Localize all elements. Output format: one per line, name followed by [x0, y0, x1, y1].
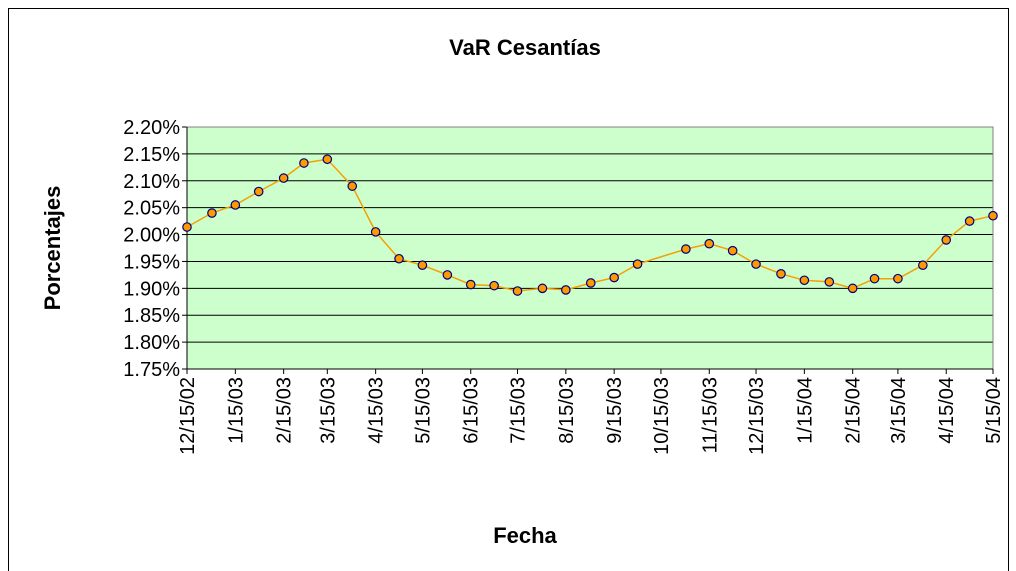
x-tick-label: 8/15/03 — [556, 377, 578, 444]
x-tick-label: 2/15/03 — [274, 377, 296, 444]
x-tick-label: 9/15/03 — [604, 377, 626, 444]
data-point — [751, 259, 761, 269]
data-point — [537, 283, 548, 294]
data-point — [727, 245, 738, 256]
y-tick-label: 2.20% — [123, 117, 180, 139]
x-tick-label: 1/15/03 — [225, 377, 247, 444]
data-point — [278, 173, 289, 183]
x-tick-label: 3/15/03 — [317, 377, 339, 444]
x-tick-label: 5/15/04 — [983, 377, 1005, 444]
series-line — [186, 158, 994, 292]
data-point — [489, 280, 499, 291]
data-point — [512, 286, 523, 296]
data-point — [299, 158, 309, 168]
data-point — [632, 259, 643, 269]
data-point — [918, 260, 928, 271]
x-tick-label: 12/15/02 — [177, 377, 199, 455]
y-axis-label: Porcentajes — [40, 186, 65, 311]
y-tick-label: 2.05% — [123, 198, 180, 220]
x-tick-label: 7/15/03 — [508, 377, 530, 444]
data-point — [609, 272, 619, 283]
y-tick-label: 1.90% — [123, 278, 180, 300]
x-tick-label: 4/15/04 — [936, 377, 958, 444]
data-point — [988, 210, 998, 221]
x-tick-label: 11/15/03 — [699, 377, 721, 453]
y-tick-label: 2.15% — [123, 144, 180, 166]
data-point — [322, 154, 333, 165]
x-tick-label: 2/15/04 — [843, 377, 865, 444]
data-point — [370, 227, 381, 237]
x-axis-label: Fecha — [493, 523, 557, 548]
data-point — [799, 275, 810, 286]
y-tick-label: 1.75% — [123, 359, 180, 381]
x-tick-label: 1/15/04 — [794, 377, 816, 444]
y-tick-label: 2.00% — [123, 225, 180, 247]
x-tick-label: 4/15/03 — [366, 377, 388, 444]
data-point — [941, 235, 952, 245]
y-tick-label: 1.80% — [123, 332, 180, 354]
data-point — [776, 269, 786, 279]
data-point — [561, 285, 571, 295]
y-tick-label: 2.10% — [123, 171, 180, 193]
data-point — [230, 200, 241, 210]
x-tick-label: 10/15/03 — [651, 377, 673, 455]
data-point — [824, 277, 835, 287]
x-tick-label: 3/15/04 — [888, 377, 910, 444]
data-point — [253, 186, 264, 197]
data-point — [869, 273, 880, 284]
data-point — [585, 278, 596, 288]
data-point — [207, 208, 217, 218]
chart-title: VaR Cesantías — [449, 35, 601, 60]
data-point — [417, 260, 428, 271]
y-tick-label: 1.85% — [123, 305, 180, 327]
data-point — [681, 244, 691, 254]
data-point — [893, 273, 903, 284]
data-point — [964, 216, 975, 226]
data-point — [847, 283, 858, 294]
data-point — [465, 279, 476, 290]
y-tick-label: 1.95% — [123, 251, 180, 273]
x-tick-label: 5/15/03 — [412, 377, 434, 444]
data-point — [704, 238, 715, 249]
data-point — [347, 181, 358, 191]
data-point — [182, 222, 192, 232]
plot-area — [187, 127, 993, 369]
x-tick-label: 6/15/03 — [461, 377, 483, 444]
x-tick-label: 12/15/03 — [746, 377, 768, 455]
data-point — [394, 253, 404, 264]
data-point — [442, 270, 453, 280]
